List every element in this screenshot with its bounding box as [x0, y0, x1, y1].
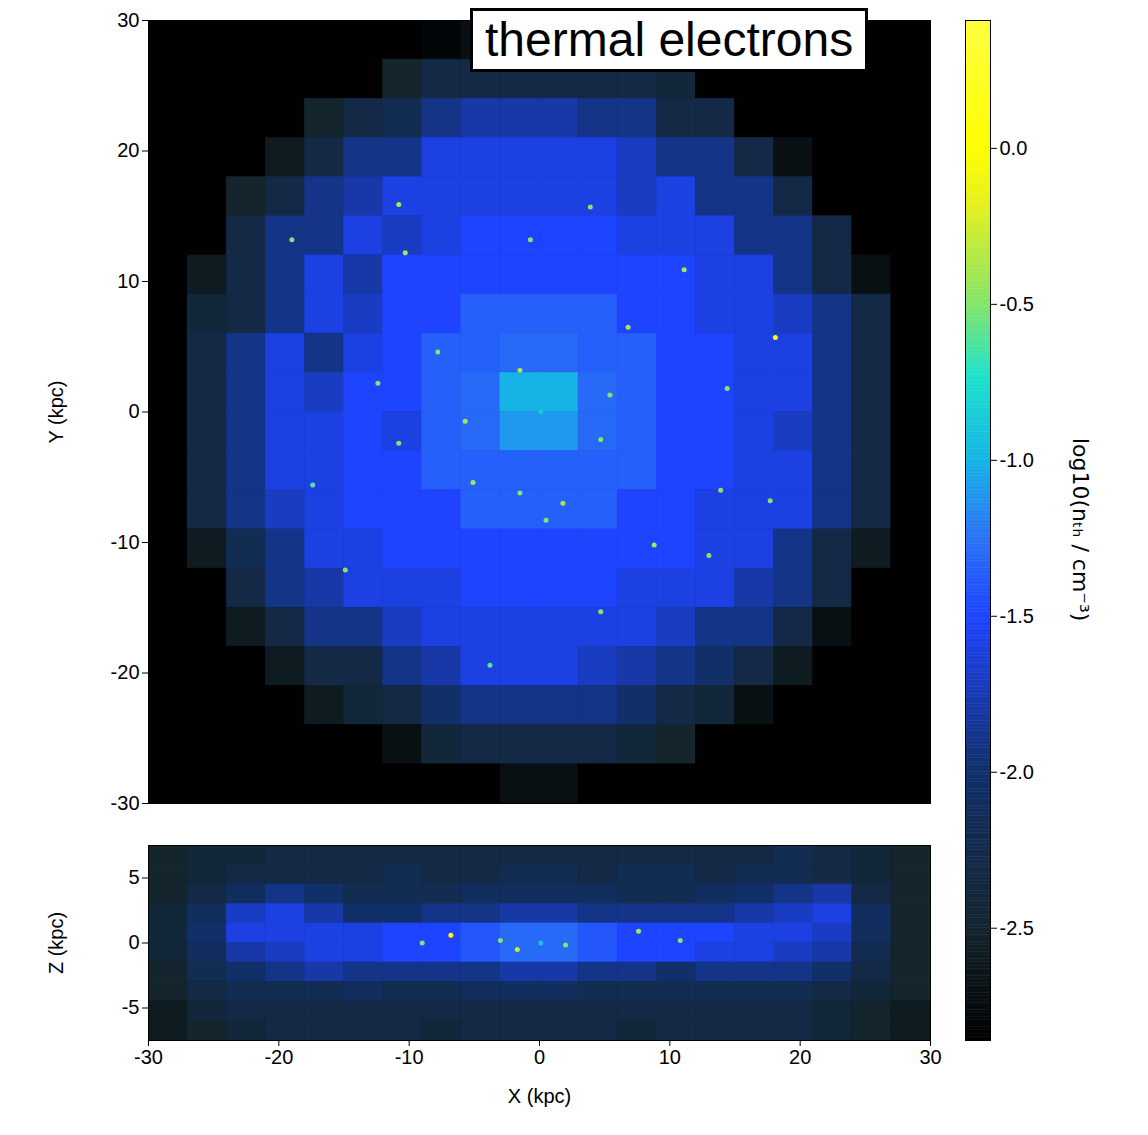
- html-text:thermal electrons: thermal electrons: [485, 13, 854, 66]
- svg-text:0: 0: [534, 1046, 545, 1068]
- svg-text:30: 30: [117, 9, 139, 31]
- svg-text:0.0: 0.0: [1000, 137, 1028, 159]
- svg-text:-20: -20: [111, 661, 140, 683]
- svg-text:-30: -30: [134, 1046, 163, 1068]
- svg-text:-2.0: -2.0: [1000, 761, 1034, 783]
- svg-text:10: 10: [659, 1046, 681, 1068]
- svg-text:X (kpc): X (kpc): [508, 1085, 571, 1107]
- svg-text:30: 30: [919, 1046, 941, 1068]
- svg-text:5: 5: [128, 866, 139, 888]
- svg-text:-0.5: -0.5: [1000, 293, 1034, 315]
- html-text:log10(nₜₕ / cm⁻³): log10(nₜₕ / cm⁻³): [1067, 438, 1093, 622]
- svg-text:-20: -20: [264, 1046, 293, 1068]
- svg-text:-30: -30: [111, 792, 140, 814]
- svg-text:-10: -10: [395, 1046, 424, 1068]
- svg-text:-10: -10: [111, 531, 140, 553]
- svg-text:Z (kpc): Z (kpc): [45, 912, 67, 974]
- svg-text:Y (kpc): Y (kpc): [45, 381, 67, 444]
- svg-text:10: 10: [117, 270, 139, 292]
- svg-text:-1.5: -1.5: [1000, 605, 1034, 627]
- svg-text:-2.5: -2.5: [1000, 917, 1034, 939]
- svg-text:20: 20: [789, 1046, 811, 1068]
- svg-text:-1.0: -1.0: [1000, 449, 1034, 471]
- svg-text:20: 20: [117, 139, 139, 161]
- svg-text:-5: -5: [122, 996, 140, 1018]
- svg-text:0: 0: [128, 400, 139, 422]
- svg-text:0: 0: [128, 931, 139, 953]
